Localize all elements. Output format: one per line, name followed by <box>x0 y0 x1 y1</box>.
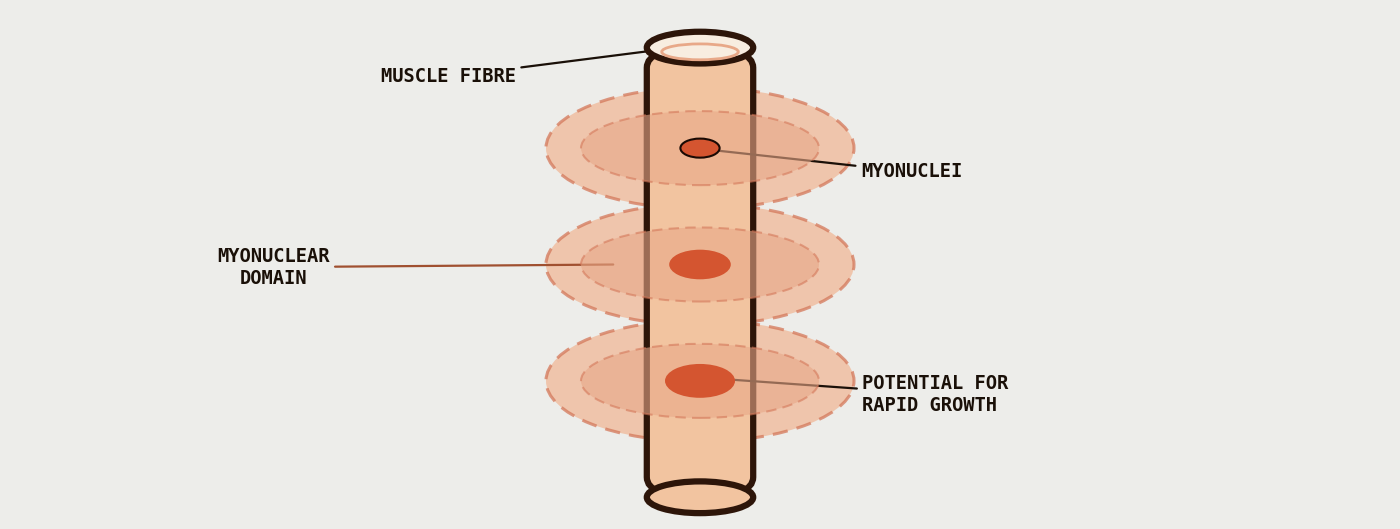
Ellipse shape <box>581 344 819 418</box>
Ellipse shape <box>669 250 731 279</box>
Ellipse shape <box>581 227 819 302</box>
Text: MUSCLE FIBRE: MUSCLE FIBRE <box>381 45 694 86</box>
Ellipse shape <box>546 320 854 442</box>
Ellipse shape <box>647 32 753 63</box>
Text: POTENTIAL FOR
RAPID GROWTH: POTENTIAL FOR RAPID GROWTH <box>714 373 1008 415</box>
Ellipse shape <box>546 87 854 209</box>
Ellipse shape <box>647 481 753 513</box>
Ellipse shape <box>581 111 819 185</box>
Ellipse shape <box>546 204 854 325</box>
FancyBboxPatch shape <box>647 48 753 497</box>
Text: MYONUCLEAR
DOMAIN: MYONUCLEAR DOMAIN <box>217 247 613 288</box>
Text: MYONUCLEI: MYONUCLEI <box>707 150 962 181</box>
Ellipse shape <box>665 364 735 398</box>
Ellipse shape <box>680 139 720 158</box>
